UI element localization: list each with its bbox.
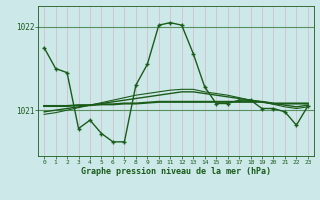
X-axis label: Graphe pression niveau de la mer (hPa): Graphe pression niveau de la mer (hPa): [81, 167, 271, 176]
